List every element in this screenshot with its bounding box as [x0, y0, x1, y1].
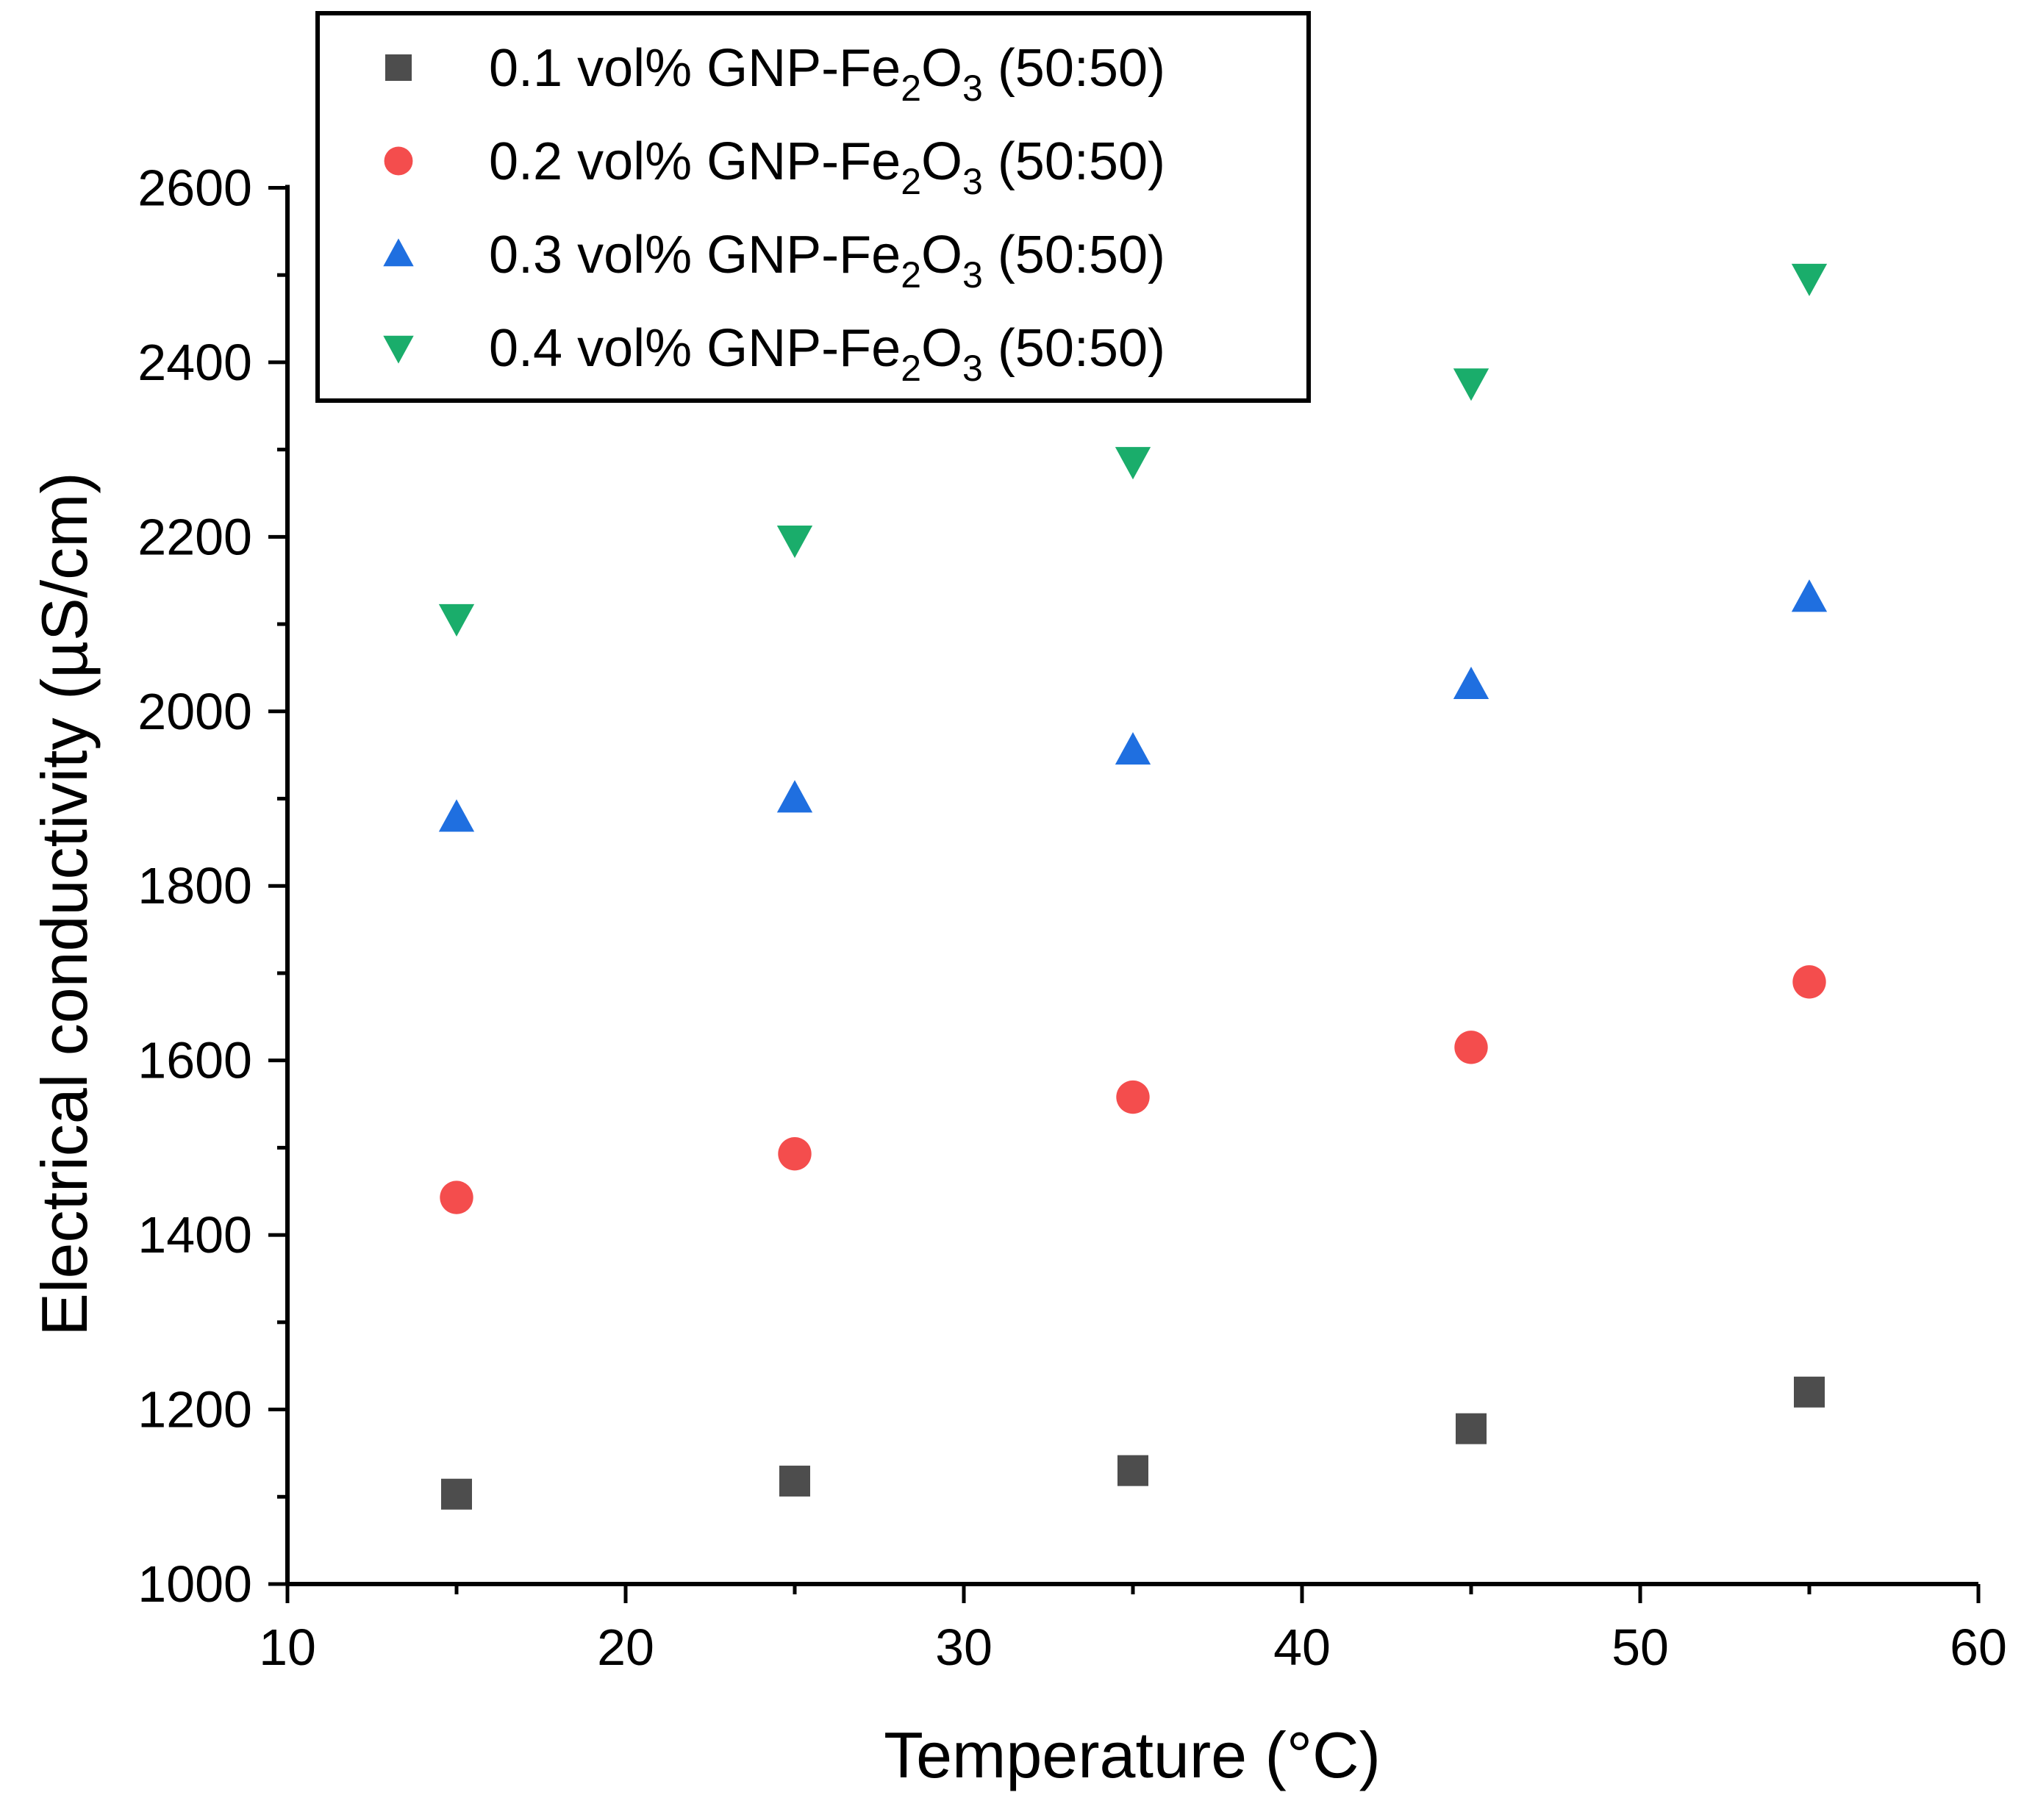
legend-marker [383, 238, 414, 267]
data-point [778, 1137, 812, 1171]
y-tick-label: 1800 [137, 857, 252, 914]
x-tick-label: 50 [1612, 1619, 1669, 1676]
data-point [1453, 666, 1489, 700]
x-tick-label: 30 [935, 1619, 993, 1676]
data-point [1454, 1031, 1488, 1064]
series-1 [441, 1376, 1825, 1510]
x-tick-label: 10 [259, 1619, 316, 1676]
legend-text: (50:50) [983, 132, 1165, 191]
y-axis-title: Electrical conductivity (µS/cm) [28, 472, 101, 1336]
y-tick-label: 1000 [137, 1555, 252, 1613]
legend-label: 0.3 vol% GNP-Fe2O3 (50:50) [489, 226, 1165, 295]
x-tick-label: 20 [597, 1619, 654, 1676]
data-point [1453, 368, 1489, 401]
series-3 [438, 579, 1828, 832]
legend-subscript: 2 [901, 161, 921, 202]
legend-text: 0.1 vol% GNP-Fe [489, 39, 901, 98]
legend-label: 0.4 vol% GNP-Fe2O3 (50:50) [489, 319, 1165, 389]
x-tick-label: 60 [1950, 1619, 2007, 1676]
legend-item: 0.3 vol% GNP-Fe2O3 (50:50) [383, 226, 1165, 295]
data-point [1115, 447, 1151, 480]
data-point [441, 1478, 472, 1510]
legend-marker [384, 146, 413, 176]
legend-subscript: 2 [901, 254, 921, 295]
legend: 0.1 vol% GNP-Fe2O3 (50:50)0.2 vol% GNP-F… [315, 11, 1311, 403]
legend-item: 0.1 vol% GNP-Fe2O3 (50:50) [385, 39, 1165, 109]
x-axis-title: Temperature (°C) [884, 1719, 1381, 1791]
y-tick-label: 1600 [137, 1032, 252, 1089]
legend-subscript: 3 [962, 254, 983, 295]
legend-text: 0.2 vol% GNP-Fe [489, 132, 901, 191]
data-point [1117, 1455, 1148, 1486]
legend-text: O [921, 39, 962, 98]
legend-text: O [921, 132, 962, 191]
data-point [438, 799, 475, 832]
legend-text: (50:50) [983, 39, 1165, 98]
data-point [438, 603, 475, 637]
data-point [1792, 965, 1826, 999]
legend-item: 0.4 vol% GNP-Fe2O3 (50:50) [383, 319, 1165, 389]
legend-marker [385, 54, 412, 81]
data-point [1791, 263, 1828, 296]
data-point [1116, 1080, 1150, 1114]
series-2 [440, 965, 1826, 1214]
data-point [1456, 1413, 1487, 1444]
legend-text: O [921, 319, 962, 378]
legend-label: 0.2 vol% GNP-Fe2O3 (50:50) [489, 132, 1165, 202]
legend-marker [383, 335, 414, 364]
data-point [1794, 1376, 1825, 1408]
legend-subscript: 3 [962, 161, 983, 202]
data-point [776, 525, 813, 559]
legend-subscript: 2 [901, 68, 921, 109]
data-point [1791, 579, 1828, 612]
legend-item: 0.2 vol% GNP-Fe2O3 (50:50) [384, 132, 1165, 202]
legend-text: (50:50) [983, 319, 1165, 378]
axes: 10 20 30 40 50 60 1000 1200 1400 1600 1800 2000 2200… [137, 159, 2007, 1676]
legend-subscript: 2 [901, 348, 921, 389]
x-tick-label: 40 [1273, 1619, 1331, 1676]
data-point [1115, 732, 1151, 765]
y-tick-label: 2600 [137, 159, 252, 216]
legend-text: 0.3 vol% GNP-Fe [489, 226, 901, 284]
y-tick-label: 2400 [137, 334, 252, 391]
data-points [438, 263, 1828, 1510]
legend-text: (50:50) [983, 226, 1165, 284]
data-point [440, 1181, 473, 1214]
legend-subscript: 3 [962, 68, 983, 109]
legend-label: 0.1 vol% GNP-Fe2O3 (50:50) [489, 39, 1165, 109]
y-tick-label: 2000 [137, 683, 252, 740]
data-point [779, 1465, 810, 1497]
data-point [776, 780, 813, 813]
y-tick-label: 1200 [137, 1381, 252, 1439]
legend-box [315, 11, 1311, 403]
y-tick-label: 2200 [137, 508, 252, 565]
legend-subscript: 3 [962, 348, 983, 389]
legend-text: 0.4 vol% GNP-Fe [489, 319, 901, 378]
series-4 [438, 263, 1828, 637]
y-tick-label: 1400 [137, 1206, 252, 1264]
legend-text: O [921, 226, 962, 284]
